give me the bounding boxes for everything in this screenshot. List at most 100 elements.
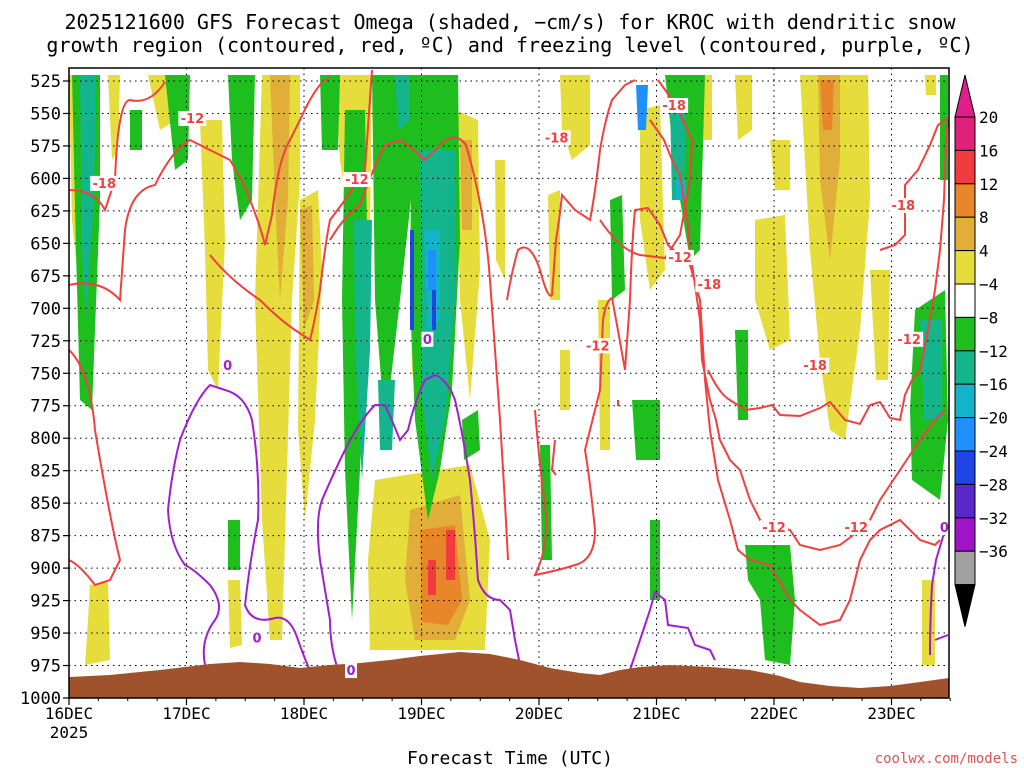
colorbar-swatch <box>954 250 976 285</box>
contour-label-bg <box>178 110 207 126</box>
credit-label: coolwx.com/models <box>875 751 1018 767</box>
colorbar-label: −20 <box>979 409 1008 428</box>
contour-label-bg <box>221 357 234 373</box>
contour-label-bg <box>583 338 612 354</box>
y-tick-label: 825 <box>30 462 61 482</box>
terrain-fill <box>69 652 949 698</box>
colorbar-swatch <box>954 417 976 452</box>
colorbar-label: −32 <box>979 509 1008 528</box>
contour-label: -18 <box>545 131 569 146</box>
contour-label: -12 <box>181 112 205 127</box>
contour-label-bg <box>660 97 689 113</box>
contour-label: -18 <box>93 177 117 192</box>
contour-label: -18 <box>892 199 916 214</box>
plot-frame <box>68 67 950 699</box>
chart-title-line1: 2025121600 GFS Forecast Omega (shaded, −… <box>64 10 956 34</box>
contour-label: -12 <box>762 521 786 536</box>
contour-label-bg <box>842 520 871 536</box>
x-tick-label: 18DEC <box>280 704 328 723</box>
chart-title-line2: growth region (contoured, red, ºC) and f… <box>46 33 973 57</box>
colorbar-swatch <box>954 383 976 419</box>
x-axis-title: Forecast Time (UTC) <box>407 748 613 768</box>
contour-label-bg <box>342 172 371 188</box>
contour-label: 0 <box>940 521 949 536</box>
x-tick-label: 20DEC <box>515 704 563 723</box>
y-tick-label: 900 <box>30 559 61 579</box>
y-tick-label: 875 <box>30 527 61 547</box>
contour-label: -12 <box>586 339 610 354</box>
y-tick-label: 600 <box>30 169 61 189</box>
contour-label-bg <box>90 175 119 191</box>
contour-label-bg <box>801 357 830 373</box>
y-tick-label: 700 <box>30 299 61 319</box>
colorbar-swatch <box>954 517 976 552</box>
contour-label: 0 <box>423 333 432 348</box>
y-tick-label: 850 <box>30 494 61 514</box>
colorbar-label: −28 <box>979 475 1008 494</box>
omega-red-core <box>428 530 455 595</box>
y-tick-label: 650 <box>30 234 61 254</box>
colorbar-swatch <box>954 216 976 252</box>
y-tick-label: 750 <box>30 364 61 384</box>
colorbar-label: 16 <box>979 141 998 160</box>
x-axis: 16DEC 17DEC 18DEC 19DEC 20DEC 21DEC 22DEC 23DEC <box>45 698 951 723</box>
contour-label: -12 <box>668 251 692 266</box>
colorbar-label: −24 <box>979 442 1008 461</box>
colorbar-label: 20 <box>979 108 998 127</box>
y-tick-label: 950 <box>30 624 61 644</box>
y-tick-label: 800 <box>30 429 61 449</box>
colorbar-label: −8 <box>979 308 998 327</box>
colorbar-bottom-arrow <box>954 584 976 627</box>
colorbar-swatch <box>954 183 976 218</box>
freezing-level-contours <box>166 373 949 676</box>
colorbar-label: −12 <box>979 342 1008 361</box>
x-tick-label: 16DEC <box>45 704 93 723</box>
contour-label-bg <box>895 331 924 347</box>
y-tick-label: 975 <box>30 657 61 677</box>
x-tick-label: 17DEC <box>162 704 210 723</box>
colorbar: 20 16 12 8 4 −4 −8 −12 −16 −20 −24 −28 −32 −36 <box>954 74 1008 627</box>
y-tick-label: 625 <box>30 202 61 222</box>
colorbar-swatch <box>954 450 976 485</box>
contour-labels: -12 -12 -12 -12 -12 -12 -12 -18 -18 -18 -18 -18 -18 0… <box>90 97 951 679</box>
colorbar-label: −4 <box>979 275 998 294</box>
contour-label: -12 <box>897 333 921 348</box>
colorbar-top-arrow <box>954 74 976 118</box>
contour-label-bg <box>695 277 724 293</box>
contour-label-bg <box>760 520 788 536</box>
contour-label: -18 <box>803 359 827 374</box>
contour-label-bg <box>666 249 694 265</box>
contour-label: 0 <box>252 632 261 647</box>
contour-label-bg <box>542 130 571 146</box>
y-axis: 525 550 575 600 625 650 675 700 725 750 775 800 825 8… <box>20 72 69 709</box>
omega-blue-band <box>428 85 648 290</box>
omega-darkblue-band <box>410 230 436 330</box>
colorbar-swatch <box>954 350 976 385</box>
y-tick-label: 575 <box>30 137 61 157</box>
x-tick-label: 22DEC <box>750 704 798 723</box>
colorbar-label: −16 <box>979 375 1008 394</box>
y-tick-label: 925 <box>30 592 61 612</box>
colorbar-swatch <box>954 316 976 352</box>
contour-label-bg <box>421 331 434 347</box>
colorbar-swatch <box>954 283 976 318</box>
contour-label: -12 <box>845 521 869 536</box>
y-tick-label: 550 <box>30 104 61 124</box>
colorbar-label: 8 <box>979 208 989 227</box>
y-tick-label: 1000 <box>20 689 61 709</box>
contour-label: -12 <box>345 173 369 188</box>
contour-label: -18 <box>698 278 722 293</box>
y-tick-label: 725 <box>30 332 61 352</box>
contour-label: 0 <box>223 359 232 374</box>
colorbar-label: −36 <box>979 542 1008 561</box>
contour-label-bg <box>889 197 918 213</box>
colorbar-swatch <box>954 483 976 519</box>
year-label: 2025 <box>50 723 89 742</box>
y-tick-label: 675 <box>30 267 61 287</box>
x-tick-label: 21DEC <box>632 704 680 723</box>
colorbar-label: 12 <box>979 175 998 194</box>
x-tick-label: 23DEC <box>867 704 915 723</box>
colorbar-swatch <box>954 116 976 151</box>
